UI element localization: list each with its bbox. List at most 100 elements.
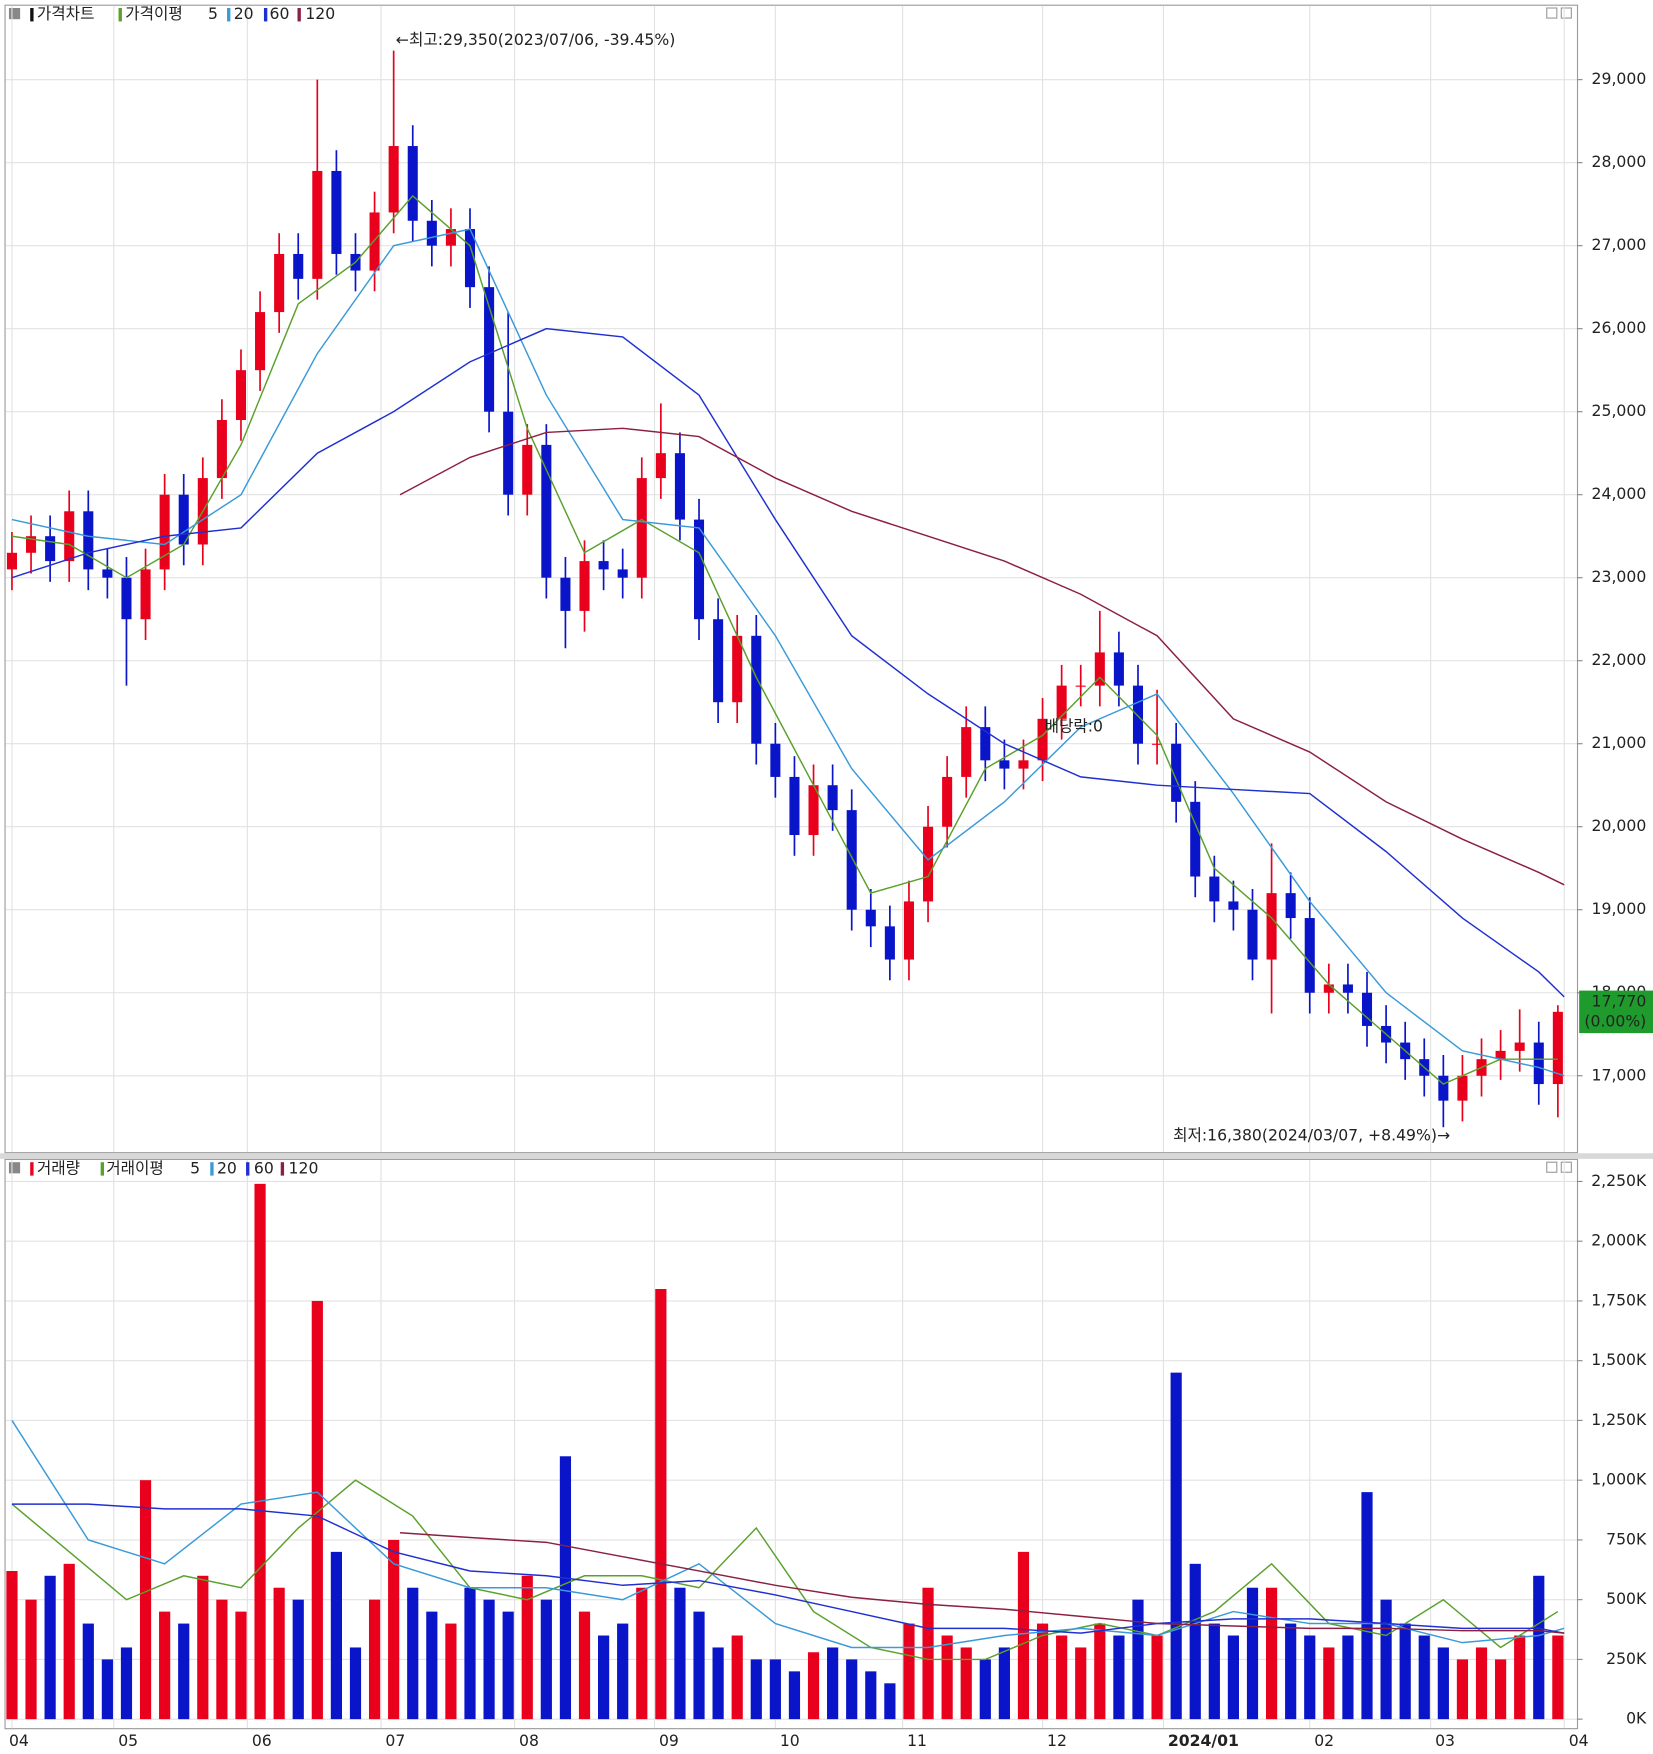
candle-body bbox=[1152, 743, 1163, 745]
x-tick-label: 04 bbox=[9, 1731, 29, 1750]
y-tick-label: 2,250K bbox=[1591, 1171, 1647, 1190]
candle-body bbox=[1228, 901, 1239, 910]
candle-body bbox=[674, 453, 685, 520]
candle-body bbox=[426, 220, 437, 246]
volume-bar bbox=[598, 1635, 610, 1720]
candle-body bbox=[26, 536, 37, 553]
y-tick-label: 22,000 bbox=[1592, 650, 1647, 669]
candle-body bbox=[770, 743, 781, 777]
volume-bar bbox=[254, 1183, 266, 1720]
legend-swatch bbox=[210, 1162, 214, 1176]
panel-icon[interactable] bbox=[1546, 7, 1558, 19]
candle-body bbox=[1266, 893, 1277, 960]
volume-bar bbox=[1552, 1635, 1564, 1720]
volume-bar bbox=[388, 1539, 400, 1720]
volume-bar bbox=[311, 1300, 323, 1720]
volume-bar bbox=[960, 1647, 972, 1720]
volume-bar bbox=[178, 1623, 190, 1720]
volume-bar bbox=[483, 1599, 495, 1720]
volume-bar bbox=[1399, 1623, 1411, 1720]
legend-label: 거래이평 bbox=[106, 1158, 164, 1177]
volume-panel bbox=[4, 1158, 1579, 1730]
volume-bar bbox=[636, 1587, 648, 1720]
volume-bar bbox=[1170, 1372, 1182, 1720]
candle-body bbox=[655, 453, 666, 479]
candle-body bbox=[827, 785, 838, 811]
volume-bar bbox=[25, 1599, 37, 1720]
candle-body bbox=[1171, 743, 1182, 802]
y-tick-label: 23,000 bbox=[1592, 567, 1647, 586]
x-tick-label: 05 bbox=[118, 1731, 138, 1750]
candle-body bbox=[1514, 1042, 1525, 1051]
volume-bar bbox=[1361, 1492, 1373, 1720]
candle-body bbox=[693, 519, 705, 620]
moving-average-line bbox=[400, 1531, 1565, 1634]
legend-label: 5 bbox=[190, 1158, 200, 1177]
panel-icon[interactable] bbox=[1546, 1161, 1558, 1173]
x-tick-label: 08 bbox=[519, 1731, 539, 1750]
volume-bar bbox=[235, 1611, 247, 1720]
candle-body bbox=[1361, 992, 1373, 1026]
y-tick-label: 500K bbox=[1606, 1589, 1647, 1608]
candle-body bbox=[1457, 1075, 1468, 1101]
candle-body bbox=[1533, 1042, 1544, 1085]
volume-bar bbox=[846, 1659, 858, 1720]
candle-body bbox=[407, 146, 418, 221]
candle-body bbox=[140, 569, 151, 620]
volume-bar bbox=[330, 1551, 342, 1720]
last-price-tag bbox=[1579, 990, 1653, 1034]
y-tick-label: 26,000 bbox=[1592, 318, 1647, 337]
legend-label: 거래량 bbox=[37, 1158, 80, 1177]
volume-bar bbox=[1304, 1635, 1316, 1720]
x-tick-label: 2024/01 bbox=[1168, 1731, 1239, 1750]
candle-body bbox=[1342, 984, 1353, 993]
x-tick-label: 09 bbox=[659, 1731, 679, 1750]
y-tick-label: 250K bbox=[1606, 1649, 1647, 1668]
moving-average-line bbox=[11, 1503, 1565, 1634]
candle-body bbox=[1247, 909, 1258, 960]
volume-bar bbox=[101, 1659, 113, 1720]
annotation: ←최고:29,350(2023/07/06, -39.45%) bbox=[396, 30, 675, 49]
y-tick-label: 17,000 bbox=[1592, 1065, 1647, 1084]
candle-body bbox=[121, 577, 132, 620]
volume-bar bbox=[82, 1623, 94, 1720]
legend-label: 120 bbox=[305, 4, 335, 23]
y-tick-label: 28,000 bbox=[1592, 152, 1647, 171]
candle-body bbox=[503, 411, 514, 495]
candle-body bbox=[732, 635, 743, 703]
candle-body bbox=[751, 635, 762, 744]
legend-swatch bbox=[297, 8, 301, 22]
panel-icon[interactable] bbox=[1560, 1161, 1572, 1173]
volume-bar bbox=[617, 1623, 629, 1720]
volume-bar bbox=[120, 1647, 133, 1720]
candle-body bbox=[83, 511, 94, 570]
x-tick-label: 11 bbox=[907, 1731, 927, 1750]
volume-bar bbox=[998, 1647, 1010, 1720]
volume-bar bbox=[1418, 1635, 1430, 1720]
candle-body bbox=[1190, 801, 1201, 877]
volume-bar bbox=[1456, 1659, 1469, 1720]
candle-body bbox=[235, 370, 247, 420]
last-price-label: 17,770 bbox=[1592, 991, 1647, 1010]
legend-label: 5 bbox=[208, 4, 218, 23]
candle-body bbox=[1495, 1050, 1506, 1060]
volume-bar bbox=[788, 1671, 801, 1720]
candle-body bbox=[541, 444, 552, 578]
panel-icon[interactable] bbox=[1560, 7, 1572, 19]
candle-body bbox=[865, 909, 876, 927]
legend-swatch bbox=[280, 1162, 285, 1176]
legend-swatch bbox=[246, 1162, 250, 1176]
candle-body bbox=[1438, 1075, 1449, 1101]
volume-bar bbox=[502, 1611, 514, 1720]
candle-body bbox=[1056, 685, 1067, 719]
moving-average-line bbox=[11, 1479, 1559, 1661]
legend-swatch bbox=[118, 8, 122, 22]
candle-body bbox=[1552, 1011, 1563, 1085]
y-tick-label: 27,000 bbox=[1592, 235, 1647, 254]
candle-body bbox=[6, 552, 17, 570]
volume-bar bbox=[464, 1587, 476, 1720]
y-tick-label: 19,000 bbox=[1592, 899, 1647, 918]
volume-bar bbox=[197, 1575, 209, 1720]
volume-bar bbox=[979, 1659, 991, 1720]
legend-label: 가격이평 bbox=[125, 4, 183, 23]
